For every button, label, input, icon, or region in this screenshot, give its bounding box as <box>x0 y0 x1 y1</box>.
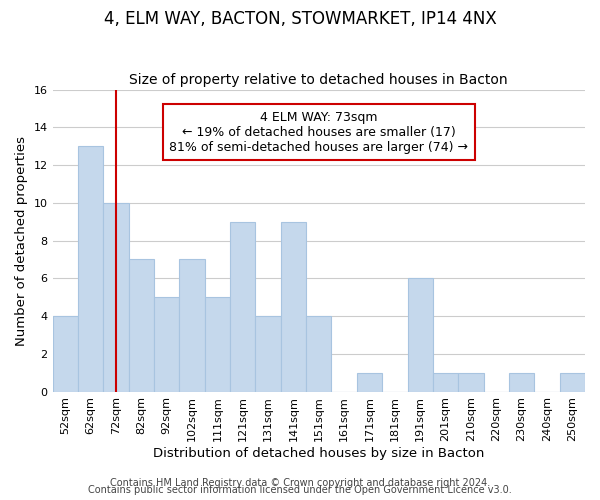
Bar <box>509 372 534 392</box>
Bar <box>205 297 230 392</box>
X-axis label: Distribution of detached houses by size in Bacton: Distribution of detached houses by size … <box>153 447 484 460</box>
Bar <box>357 372 382 392</box>
Bar <box>179 260 205 392</box>
Bar <box>230 222 256 392</box>
Bar <box>407 278 433 392</box>
Text: 4 ELM WAY: 73sqm
← 19% of detached houses are smaller (17)
81% of semi-detached : 4 ELM WAY: 73sqm ← 19% of detached house… <box>169 110 468 154</box>
Bar <box>78 146 103 392</box>
Text: 4, ELM WAY, BACTON, STOWMARKET, IP14 4NX: 4, ELM WAY, BACTON, STOWMARKET, IP14 4NX <box>104 10 496 28</box>
Text: Contains HM Land Registry data © Crown copyright and database right 2024.: Contains HM Land Registry data © Crown c… <box>110 478 490 488</box>
Y-axis label: Number of detached properties: Number of detached properties <box>15 136 28 346</box>
Bar <box>256 316 281 392</box>
Title: Size of property relative to detached houses in Bacton: Size of property relative to detached ho… <box>130 73 508 87</box>
Bar <box>281 222 306 392</box>
Bar <box>433 372 458 392</box>
Bar <box>128 260 154 392</box>
Text: Contains public sector information licensed under the Open Government Licence v3: Contains public sector information licen… <box>88 485 512 495</box>
Bar <box>103 203 128 392</box>
Bar <box>560 372 585 392</box>
Bar <box>53 316 78 392</box>
Bar <box>154 297 179 392</box>
Bar <box>458 372 484 392</box>
Bar <box>306 316 331 392</box>
